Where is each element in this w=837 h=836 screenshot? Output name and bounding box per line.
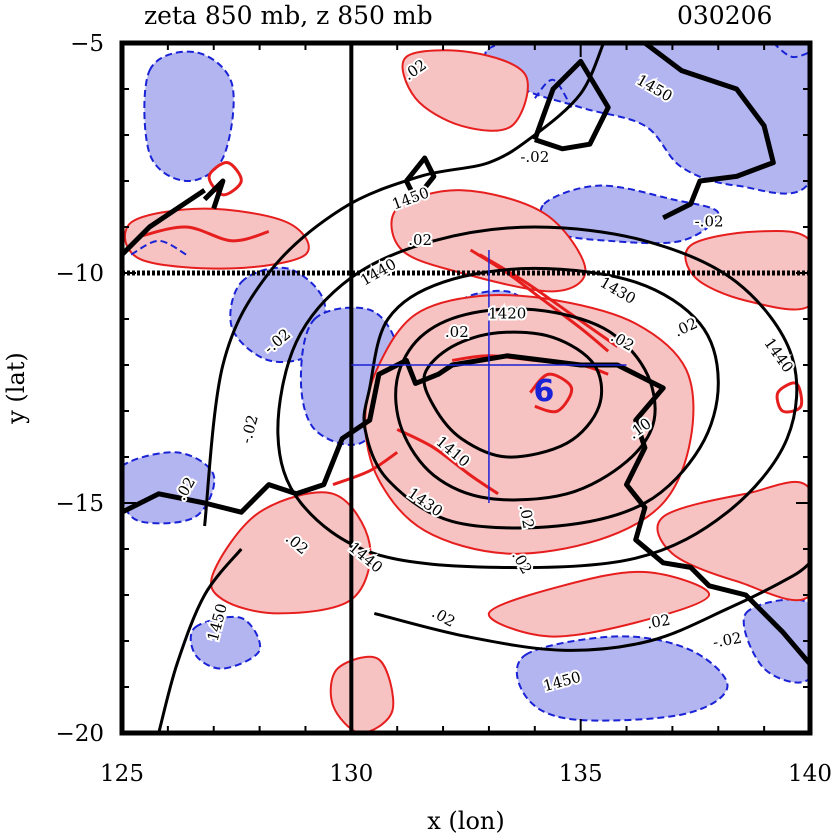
contour-label: -.02	[520, 148, 549, 166]
positive-vorticity-region	[487, 570, 711, 638]
y-tick-label: −15	[55, 491, 104, 517]
negative-vorticity-region	[122, 451, 216, 525]
height-contour-1430	[362, 266, 720, 530]
negative-vorticity-region	[143, 50, 235, 183]
height-contour-1420	[394, 307, 657, 502]
heavy-boundary-line	[202, 178, 226, 210]
heavy-boundary-line	[122, 188, 206, 257]
y-tick-label: −20	[55, 721, 104, 747]
tropical-cyclone-icon: 6	[534, 374, 555, 409]
negative-vorticity-contour	[772, 43, 810, 59]
contour-label: -.02	[711, 629, 743, 652]
chart-date-label: 030206	[677, 1, 772, 30]
y-tick-label: −5	[70, 31, 104, 57]
y-tick-label: −10	[55, 261, 104, 287]
positive-vorticity-contour	[479, 253, 619, 348]
positive-vorticity-region	[684, 229, 810, 311]
negative-vorticity-region	[189, 615, 262, 670]
height-contour-1450	[157, 548, 243, 733]
x-tick-label: 135	[559, 761, 603, 787]
axis-ticks	[121, 42, 811, 734]
positive-vorticity-region	[364, 294, 695, 555]
positive-vorticity-contour	[139, 225, 270, 243]
plot-frame	[119, 40, 813, 736]
negative-vorticity-contour	[534, 78, 573, 108]
positive-vorticity-contour	[332, 451, 399, 487]
heavy-boundary-line	[404, 155, 437, 202]
height-contour-1410	[422, 330, 604, 459]
positive-vorticity-region	[329, 655, 395, 733]
heavy-boundary-lines	[122, 43, 810, 666]
y-axis-label: y (lat)	[2, 352, 30, 425]
heavy-boundary-line	[532, 58, 611, 152]
chart-title: zeta 850 mb, z 850 mb	[144, 1, 433, 30]
heavy-boundary-line	[643, 43, 776, 221]
contour-label: 1420	[488, 304, 526, 322]
x-tick-label: 140	[788, 761, 832, 787]
x-tick-label: 130	[329, 761, 373, 787]
contour-label: .02	[408, 231, 432, 249]
negative-vorticity-region	[484, 43, 810, 195]
height-contour-1440	[276, 225, 799, 570]
positive-vorticity-contour	[396, 428, 499, 496]
positive-vorticity-contour	[529, 372, 574, 414]
contour-label: .02	[445, 323, 469, 341]
positive-vorticity-contour	[775, 381, 804, 414]
height-contours	[157, 43, 810, 733]
negative-vorticity-contours	[130, 43, 810, 256]
positive-vorticity-region	[656, 480, 810, 602]
x-axis-label: x (lon)	[427, 807, 504, 835]
positive-vorticity-region	[401, 49, 529, 132]
heavy-boundary-line	[122, 353, 810, 666]
reference-lines	[122, 43, 810, 733]
positive-vorticity-region	[123, 207, 310, 270]
x-tick-labels: 125 130 135 140	[100, 761, 832, 787]
plot-area: .0214501450-.02-.02.02144014301420.02.02…	[122, 43, 810, 733]
y-tick-labels: −5 −10 −15 −20	[55, 31, 104, 747]
height-contour-1450	[373, 561, 810, 652]
contour-label: -.02	[695, 212, 724, 230]
positive-vorticity-fills	[123, 49, 810, 733]
negative-vorticity-region	[515, 635, 729, 722]
height-contour-1450	[203, 43, 605, 527]
positive-vorticity-region	[210, 491, 372, 615]
x-tick-label: 125	[100, 761, 144, 787]
positive-vorticity-region	[390, 189, 587, 293]
storm-center: 6	[534, 374, 555, 409]
